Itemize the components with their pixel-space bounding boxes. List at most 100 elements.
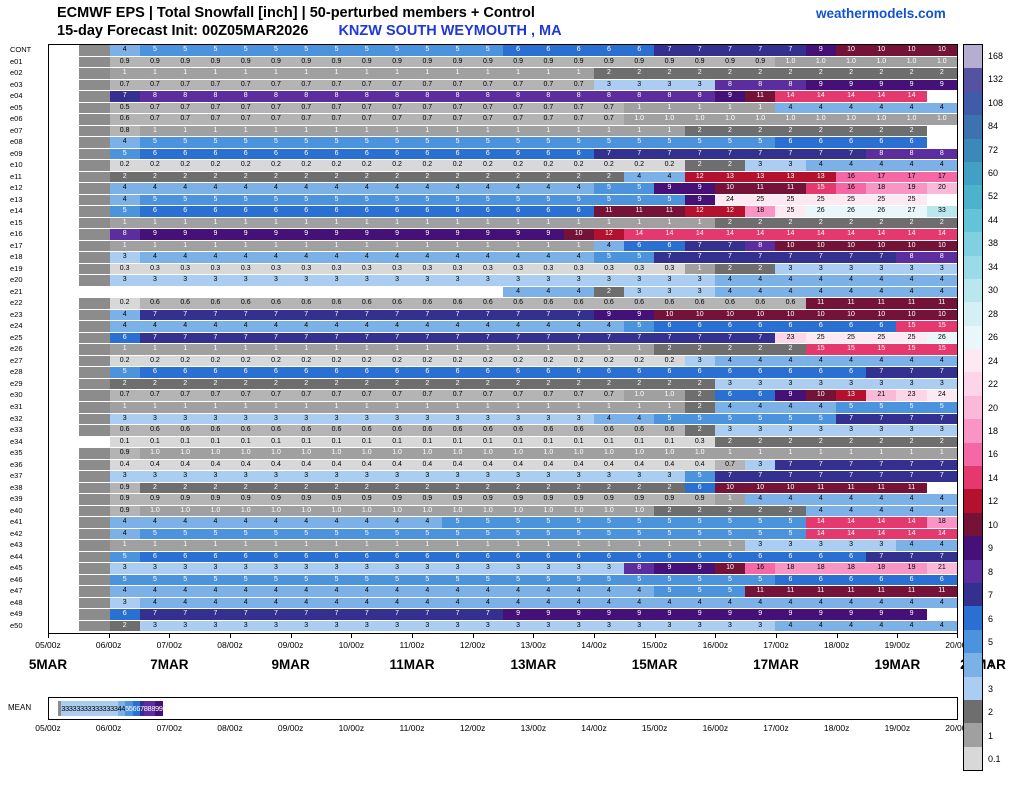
snowfall-cell: 0.6	[593, 425, 625, 436]
snowfall-cell: 2	[472, 378, 503, 390]
snowfall-cell: 14	[654, 229, 685, 240]
snowfall-cell: 5	[351, 137, 382, 148]
snowfall-cell: 3	[95, 701, 99, 716]
snowfall-cell: 1	[200, 540, 231, 551]
snowfall-cell: 3	[593, 471, 625, 482]
snowfall-cell: 6	[230, 367, 261, 378]
snowfall-cell: 4	[866, 160, 897, 171]
snowfall-cell: 11	[624, 206, 655, 217]
snowfall-cell: 0.7	[412, 390, 443, 401]
snowfall-cell: 8	[472, 91, 503, 102]
snowfall-cell: 2	[654, 505, 685, 517]
blank-cell	[49, 126, 79, 137]
blank-cell	[49, 390, 79, 401]
snowfall-cell: 5	[291, 194, 322, 206]
snowfall-cell: 2	[412, 482, 443, 494]
snowfall-cell: 5	[533, 528, 564, 540]
snowfall-cell: 25	[896, 332, 927, 344]
snowfall-cell: 0.7	[563, 79, 594, 91]
snowfall-cell: 1.0	[593, 505, 625, 517]
snowfall-cell: 9	[593, 309, 625, 321]
snowfall-cell: 4	[351, 517, 382, 528]
snowfall-cell: 8	[412, 91, 443, 102]
snowfall-cell: 4	[291, 183, 322, 194]
snowfall-cell: 7	[412, 332, 443, 344]
snowfall-cell: 3	[230, 275, 261, 286]
snowfall-cell: 0.9	[624, 494, 655, 505]
snowfall-cell: 7	[260, 609, 292, 620]
snowfall-cell: 0.4	[533, 459, 564, 471]
snowfall-cell: 7	[775, 471, 806, 482]
snowfall-cell: 4	[472, 183, 503, 194]
snowfall-cell: 4	[381, 252, 413, 263]
snowfall-cell: 2	[775, 436, 806, 448]
snowfall-cell: 4	[866, 102, 897, 114]
snowfall-cell: 2	[714, 68, 746, 79]
snowfall-cell: 0.7	[502, 390, 534, 401]
snowfall-cell: 4	[139, 597, 171, 609]
snowfall-cell: 5	[412, 528, 443, 540]
snowfall-cell: 5	[533, 137, 564, 148]
snowfall-cell: 5	[230, 194, 261, 206]
snowfall-cell: 7	[745, 148, 776, 160]
snowfall-cell: 1	[351, 540, 382, 551]
snowfall-cell: 2	[866, 125, 897, 137]
snowfall-cell: 7	[200, 309, 231, 321]
snowfall-cell: 25	[805, 332, 836, 344]
snowfall-cell: 5	[533, 517, 564, 528]
ensemble-row-e01: 0.9 0.9 0.9 0.9 0.9 0.9 0.9 0.9 0.9 0.9 0.9 0.9 0.9 0…	[49, 56, 957, 69]
snowfall-cell: 5	[351, 528, 382, 540]
snowfall-cell: 1	[170, 344, 201, 355]
ensemble-row-e07: 0.8 1 1 1 1 1 1 1 1 1 1 1 1 1 1 1 1 1 1 2 2 2 2 2 2 2 2	[49, 125, 957, 138]
member-label: e21	[10, 286, 23, 296]
snowfall-cell: 2	[139, 482, 171, 494]
snowfall-cell: 11	[835, 482, 867, 494]
colorbar-label: 84	[988, 121, 999, 132]
time-tick-label: 07/00z	[156, 723, 183, 733]
snowfall-cell: 4	[502, 586, 534, 597]
snowfall-cell: 1	[442, 217, 473, 229]
snowfall-cell: 4	[926, 355, 957, 367]
snowfall-cell: 9	[654, 183, 685, 194]
snowfall-cell: 1	[109, 401, 140, 413]
snowfall-cell: 4	[170, 586, 201, 597]
snowfall-cell: 10	[714, 309, 746, 321]
snowfall-cell: 3	[745, 160, 776, 171]
snowfall-cell: 7	[351, 309, 382, 321]
snowfall-cell: 0.6	[563, 298, 594, 309]
snowfall-cell: 9	[533, 229, 564, 240]
snowfall-cell: 5	[200, 574, 231, 586]
snowfall-cell: 5	[351, 574, 382, 586]
snowfall-cell: 8	[143, 701, 148, 716]
brand-link[interactable]: weathermodels.com	[816, 6, 946, 21]
snowfall-cell: 8	[442, 91, 473, 102]
ensemble-row-e27: 0.2 0.2 0.2 0.2 0.2 0.2 0.2 0.2 0.2 0.2 0.2 0.2 0.2 0…	[49, 355, 957, 368]
snowfall-cell: 6	[805, 574, 836, 586]
colorbar-segment	[964, 161, 982, 186]
snowfall-cell: 1.0	[624, 448, 655, 459]
snowfall-cell: 1	[624, 217, 655, 229]
snowfall-cell: 6	[170, 551, 201, 563]
snowfall-cell: 6	[835, 321, 867, 332]
mean-axis-time-labels: 05/00z 06/00z 07/00z 08/00z 09/00z 10/00z 11/0…	[35, 723, 971, 734]
colorbar-segment	[964, 349, 982, 373]
ensemble-row-e23: 4 7 7 7 7 7 7 7 7 7 7 7 7 7 7 7 9 9 10 10 10 10 10 10 10 10 10 10	[49, 309, 957, 322]
snowfall-cell: 1	[472, 125, 503, 137]
snowfall-cell: 17	[866, 171, 897, 183]
snowfall-cell: 4	[563, 321, 594, 332]
snowfall-cell: 25	[866, 194, 897, 206]
snowfall-cell: 4	[805, 597, 836, 609]
snowfall-cell: 8	[714, 79, 746, 91]
snowfall-cell: 25	[775, 206, 806, 217]
snowfall-cell: 1	[139, 401, 171, 413]
snowfall-cell: 0.9	[109, 494, 140, 505]
snowfall-cell: 0.7	[230, 114, 261, 125]
snowfall-cell: 0.1	[260, 436, 292, 448]
snowfall-cell: 1	[291, 401, 322, 413]
snowfall-cell: 2	[593, 171, 625, 183]
snowfall-cell: 3	[472, 620, 503, 632]
snowfall-cell: 4	[593, 597, 625, 609]
snowfall-cell: 0.2	[412, 160, 443, 171]
